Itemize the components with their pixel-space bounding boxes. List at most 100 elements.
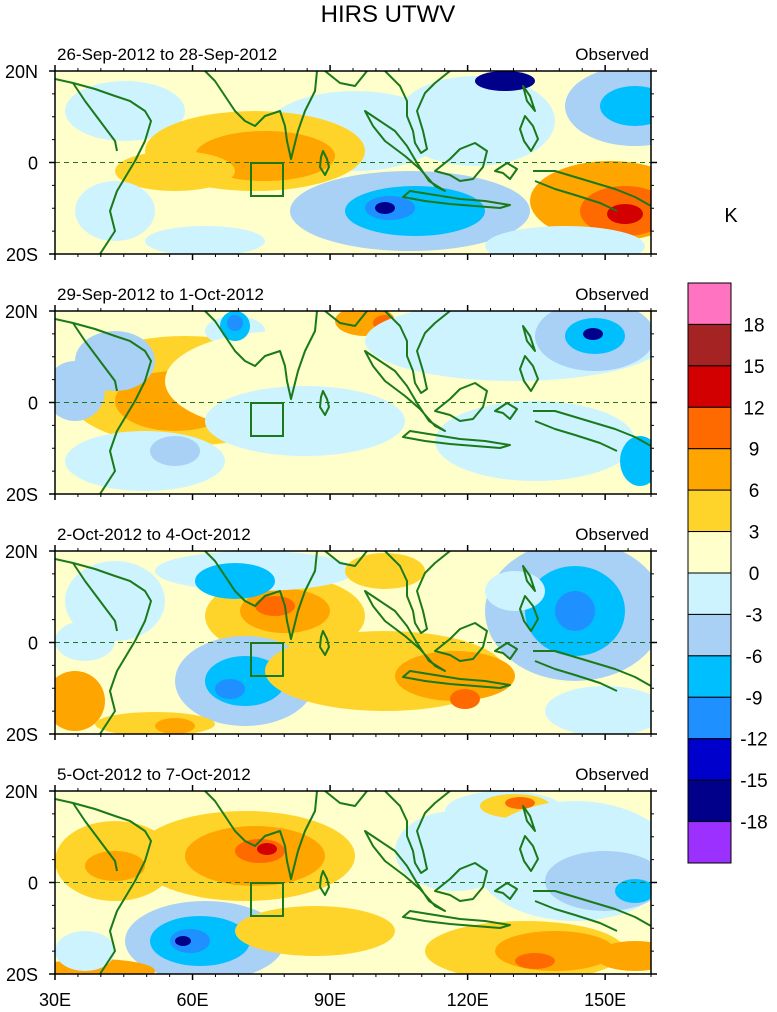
coastline: [522, 325, 536, 352]
map-panel: 2-Oct-2012 to 4-Oct-2012 Observed 20N 0 20S: [5, 525, 657, 745]
coastline: [534, 180, 618, 212]
anomaly-contour: [145, 226, 265, 254]
coastline: [522, 805, 536, 832]
coastline: [494, 642, 518, 660]
colorbar-swatch: [687, 323, 732, 367]
coastline: [534, 900, 618, 932]
colorbar-swatch: [687, 821, 732, 864]
lat-label: 20N: [5, 62, 38, 82]
figure-title: HIRS UTWV: [321, 1, 456, 28]
lon-label: 30E: [39, 990, 71, 1010]
anomaly-contour: [205, 386, 405, 456]
map-panel: 5-Oct-2012 to 7-Oct-2012 Observed 20N 0 20S: [5, 765, 657, 985]
colorbar-level-label: 18: [743, 315, 764, 336]
lat-label: 20S: [6, 965, 38, 985]
coastline: [55, 798, 152, 974]
coastline: [364, 110, 446, 192]
anomaly-contour: [450, 689, 480, 709]
coastline: [534, 660, 618, 692]
coastline: [519, 115, 539, 152]
coastline: [384, 311, 451, 394]
study-region-box: [250, 882, 284, 917]
coastline: [402, 670, 511, 689]
panels-layer: 26-Sep-2012 to 28-Sep-2012 Observed 20N 0 20…: [5, 45, 657, 985]
coastline: [324, 551, 368, 567]
lat-label: 20N: [5, 782, 38, 802]
map-panel: 29-Sep-2012 to 1-Oct-2012 Observed 20N 0 20S: [5, 285, 657, 505]
coastlines: [55, 71, 651, 254]
lat-label: 0: [28, 394, 38, 414]
lat-label: 0: [28, 634, 38, 654]
coastline: [434, 862, 488, 902]
colorbar-level-label: -6: [746, 647, 763, 668]
colorbar-swatch: [687, 406, 732, 450]
lat-label: 0: [28, 154, 38, 174]
colorbar-swatch: [687, 779, 732, 823]
anomaly-contour: [235, 906, 395, 956]
coastline: [522, 565, 536, 592]
lon-label: 60E: [177, 990, 209, 1010]
coastline: [204, 791, 318, 880]
colorbar-level-label: 15: [743, 357, 764, 378]
colorbar-level-label: 12: [743, 398, 764, 419]
colorbar-swatch: [687, 655, 732, 698]
coastline: [494, 162, 518, 180]
colorbar-level-label: -3: [746, 605, 763, 626]
colorbar-swatch: [687, 613, 732, 657]
colorbar-level-label: 9: [749, 440, 760, 461]
coastline: [72, 82, 118, 152]
coastline: [434, 382, 488, 422]
anomaly-contour: [65, 81, 185, 141]
lat-label: 20S: [6, 245, 38, 265]
colorbar-swatch: [687, 489, 732, 533]
anomaly-contour: [65, 561, 165, 641]
colorbar-swatch: [687, 738, 732, 781]
anomaly-field: [55, 311, 651, 494]
panel-date-range: 2-Oct-2012 to 4-Oct-2012: [57, 525, 251, 544]
anomaly-contour: [435, 401, 635, 481]
x-axis: 30E 60E 90E 120E 150E: [39, 990, 626, 1010]
colorbar-swatch: [687, 572, 732, 615]
coastline: [55, 318, 152, 494]
anomaly-contour: [150, 436, 200, 466]
lat-label: 20S: [6, 485, 38, 505]
anomaly-contour: [545, 686, 651, 734]
anomaly-contour: [595, 941, 651, 971]
coastline: [319, 390, 330, 416]
lon-label: 150E: [584, 990, 626, 1010]
anomaly-contour: [395, 76, 555, 166]
anomaly-contour: [375, 202, 395, 214]
anomaly-contour: [607, 204, 643, 224]
lon-label: 90E: [314, 990, 346, 1010]
anomaly-contour: [215, 679, 245, 699]
anomaly-contour: [175, 936, 191, 946]
anomaly-contour: [345, 553, 425, 589]
coastline: [319, 870, 330, 896]
colorbar-swatch: [687, 282, 732, 325]
coastline: [533, 410, 651, 447]
lat-label: 0: [28, 874, 38, 894]
unit-label: K: [724, 205, 738, 227]
coastline: [519, 835, 539, 872]
coastline: [434, 142, 488, 182]
anomaly-contour: [615, 879, 651, 903]
anomaly-contour: [545, 851, 651, 911]
anomaly-contour: [65, 431, 225, 491]
coastline: [533, 890, 651, 927]
anomaly-contour: [515, 953, 555, 969]
coastline: [384, 551, 451, 634]
anomaly-contour: [227, 315, 243, 331]
study-region-box: [250, 162, 284, 197]
lat-label: 20S: [6, 725, 38, 745]
anomaly-contour: [115, 151, 235, 191]
panel-observed-tag: Observed: [575, 525, 649, 544]
coastline: [519, 355, 539, 392]
anomaly-contour: [620, 436, 651, 486]
coastline: [319, 150, 330, 176]
coastline: [319, 630, 330, 656]
coastline: [519, 595, 539, 632]
coastline: [364, 830, 446, 912]
panel-observed-tag: Observed: [575, 285, 649, 304]
colorbar-swatch: [687, 531, 732, 574]
study-region-box: [250, 402, 284, 437]
